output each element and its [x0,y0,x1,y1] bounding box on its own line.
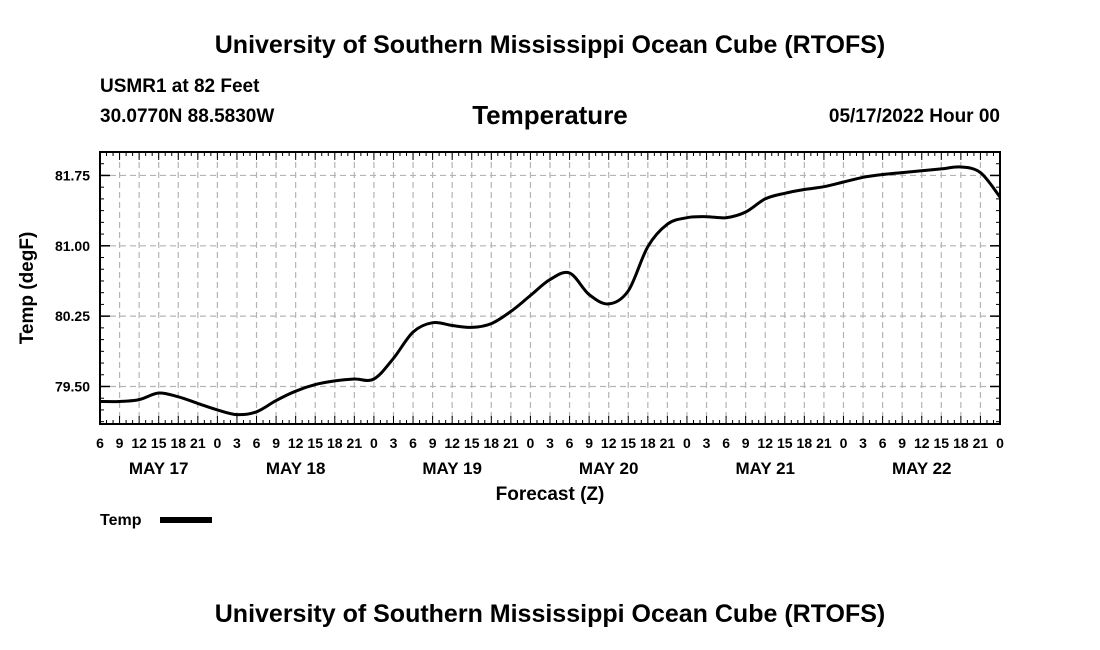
x-tick-label: 12 [131,435,147,451]
y-tick-label: 79.50 [55,378,90,394]
y-axis-title: Temp (degF) [17,232,38,345]
x-tick-label: 0 [840,435,848,451]
station-label: USMR1 at 82 Feet [100,76,260,97]
footer-title: University of Southern Mississippi Ocean… [214,600,886,628]
x-day-label: MAY 18 [266,459,326,478]
x-tick-label: 6 [253,435,261,451]
x-day-label: MAY 17 [129,459,189,478]
y-tick-label: 81.75 [55,167,90,183]
x-tick-label: 9 [898,435,906,451]
x-tick-label: 9 [272,435,280,451]
legend: Temp [100,512,212,529]
x-tick-label: 3 [546,435,554,451]
x-tick-label: 3 [233,435,241,451]
x-tick-label: 12 [444,435,460,451]
x-tick-label: 18 [797,435,813,451]
x-tick-label: 21 [660,435,676,451]
x-tick-label: 0 [683,435,691,451]
x-tick-label: 18 [640,435,656,451]
x-tick-label: 12 [757,435,773,451]
x-tick-label: 21 [190,435,206,451]
x-tick-label: 15 [777,435,793,451]
x-tick-label: 18 [327,435,343,451]
x-tick-label: 9 [585,435,593,451]
x-tick-label: 9 [116,435,124,451]
x-day-label: MAY 19 [422,459,482,478]
series-line-temp [99,165,1002,417]
x-tick-label: 18 [170,435,186,451]
chart-title: Temperature [472,100,628,130]
x-tick-label: 9 [429,435,437,451]
x-tick-label: 15 [151,435,167,451]
x-tick-label: 12 [914,435,930,451]
x-tick-label: 6 [879,435,887,451]
x-tick-label: 6 [566,435,574,451]
x-day-label: MAY 21 [735,459,795,478]
x-tick-label: 0 [527,435,535,451]
forecast-run-time: 05/17/2022 Hour 00 [828,106,1000,127]
x-tick-label: 3 [703,435,711,451]
page-title: University of Southern Mississippi Ocean… [214,31,886,59]
x-tick-label: 6 [409,435,417,451]
station-coordinates: 30.0770N 88.5830W [100,106,275,127]
y-tick-label: 81.00 [55,238,90,254]
x-tick-label: 6 [722,435,730,451]
x-tick-label: 21 [347,435,363,451]
x-tick-label: 18 [484,435,500,451]
x-tick-label: 15 [464,435,480,451]
x-tick-label: 0 [996,435,1004,451]
x-tick-label: 0 [213,435,221,451]
x-day-label: MAY 20 [579,459,639,478]
plot-frame [99,151,1001,425]
x-tick-label: 3 [390,435,398,451]
x-tick-label: 21 [973,435,989,451]
x-tick-label: 12 [288,435,304,451]
x-tick-label: 12 [601,435,617,451]
x-tick-label: 15 [307,435,323,451]
x-tick-label: 15 [620,435,636,451]
x-tick-label: 9 [742,435,750,451]
x-tick-label: 15 [934,435,950,451]
y-tick-label: 80.25 [55,308,90,324]
x-day-label: MAY 22 [892,459,952,478]
x-tick-label: 18 [953,435,969,451]
x-axis-title: Forecast (Z) [496,484,605,505]
x-tick-label: 0 [370,435,378,451]
x-tick-label: 6 [96,435,104,451]
legend-label: Temp [100,512,142,529]
x-tick-label: 21 [816,435,832,451]
x-tick-label: 21 [503,435,519,451]
x-tick-label: 3 [859,435,867,451]
